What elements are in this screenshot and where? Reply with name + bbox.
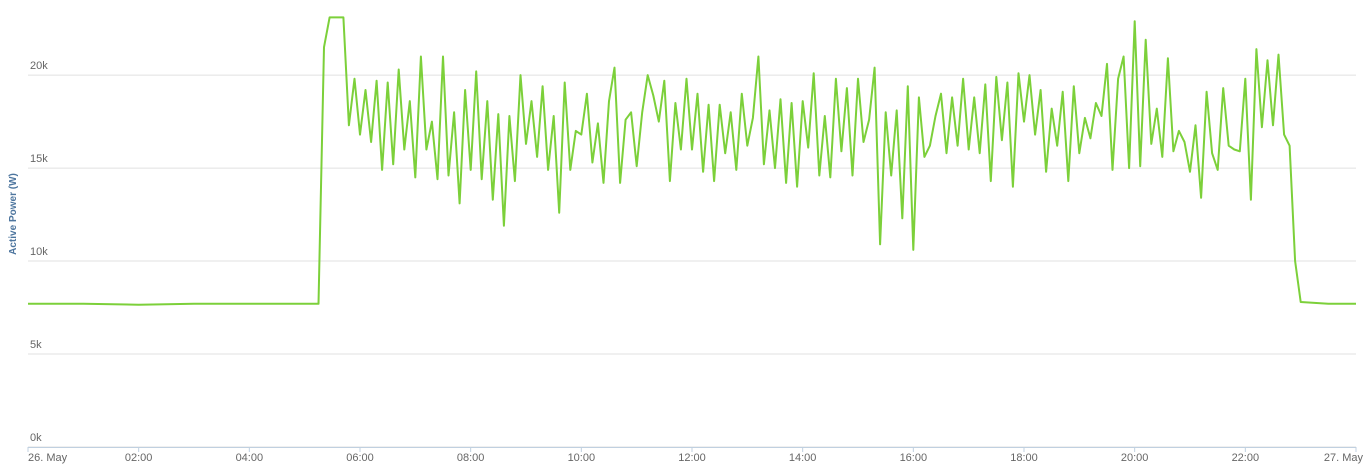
line-series bbox=[28, 16, 1356, 306]
x-tick-label: 02:00 bbox=[125, 452, 153, 464]
y-tick-label: 0k bbox=[30, 432, 42, 444]
y-tick-label: 10k bbox=[30, 246, 48, 258]
x-tick-label: 16:00 bbox=[900, 452, 928, 464]
y-tick-label: 20k bbox=[30, 60, 48, 72]
x-tick-label: 12:00 bbox=[678, 452, 706, 464]
x-tick-label: 22:00 bbox=[1232, 452, 1260, 464]
x-tick-label: 14:00 bbox=[789, 452, 817, 464]
x-tick-label: 04:00 bbox=[236, 452, 264, 464]
x-tick-label: 20:00 bbox=[1121, 452, 1149, 464]
x-tick-label: 08:00 bbox=[457, 452, 485, 464]
x-tick-label: 26. May bbox=[28, 452, 68, 464]
y-tick-label: 15k bbox=[30, 153, 48, 165]
x-tick-label: 18:00 bbox=[1010, 452, 1038, 464]
y-axis-title: Active Power (W) bbox=[8, 173, 19, 255]
x-tick-label: 27. May bbox=[1324, 452, 1364, 464]
y-tick-label: 5k bbox=[30, 339, 42, 351]
x-tick-label: 06:00 bbox=[346, 452, 374, 464]
x-tick-label: 10:00 bbox=[568, 452, 596, 464]
